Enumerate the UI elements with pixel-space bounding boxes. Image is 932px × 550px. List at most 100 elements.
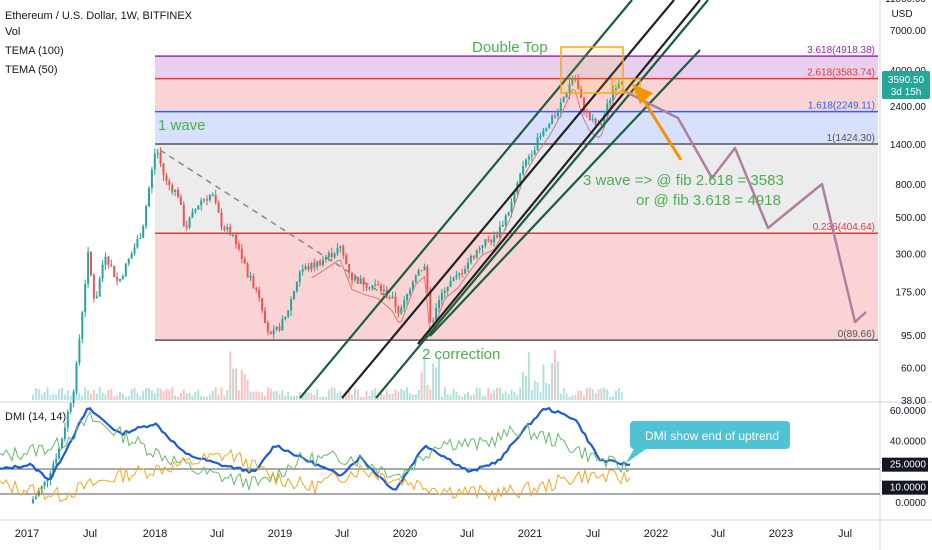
- double-top-label[interactable]: Double Top: [472, 39, 548, 56]
- candle-body: [40, 485, 43, 491]
- dmi-tick: 40.0000: [890, 437, 927, 448]
- volume-bar: [536, 382, 539, 400]
- volume-bar: [98, 387, 101, 400]
- candle-body: [261, 297, 264, 311]
- fib-retracement[interactable]: 3.618(4918.38) 2.618(3583.74) 1.618(2249.1…: [155, 45, 878, 341]
- candle-body: [438, 300, 440, 309]
- candle-body: [568, 84, 571, 94]
- candle-body: [159, 152, 162, 164]
- volume-bar: [92, 389, 95, 400]
- dmi-title[interactable]: DMI (14, 14): [5, 411, 66, 423]
- volume-bar: [513, 391, 516, 400]
- volume-bar: [246, 379, 249, 400]
- volume-bar: [142, 390, 145, 400]
- projection-path[interactable]: [621, 88, 867, 324]
- volume-bar: [34, 388, 37, 400]
- volume-bar: [571, 395, 574, 400]
- volume-bar: [603, 387, 606, 400]
- wave3-label-line2[interactable]: or @ fib 3.618 = 4918: [636, 192, 781, 209]
- time-tick: Jul: [210, 528, 224, 540]
- volume-bar: [435, 367, 438, 400]
- wave3-label-line1[interactable]: 3 wave => @ fib 2.618 = 3583: [583, 172, 784, 189]
- candle-body: [545, 128, 548, 131]
- trend-line[interactable]: [341, 0, 675, 399]
- volume-bar: [220, 387, 223, 400]
- trend-channels[interactable]: [299, 0, 709, 399]
- volume-bar: [174, 395, 177, 400]
- double-top-box[interactable]: [560, 46, 624, 94]
- volume-bar: [585, 388, 588, 400]
- candle-body: [278, 326, 281, 331]
- price-tick: 175.00: [895, 288, 926, 299]
- candle-body: [139, 238, 142, 240]
- price-axis[interactable]: USD 11000.007000.004000.002400.001400.00…: [885, 0, 926, 407]
- volume-bar: [583, 395, 585, 400]
- volume-bar: [455, 391, 458, 400]
- volume-bar: [307, 392, 310, 400]
- trend-line[interactable]: [429, 49, 701, 337]
- volume-bar: [545, 383, 548, 400]
- indicator-vol-label[interactable]: Vol: [5, 26, 20, 38]
- candle-body: [208, 195, 211, 201]
- candle-body: [113, 265, 116, 278]
- volume-bar: [362, 396, 365, 400]
- candle-body: [574, 78, 577, 80]
- dmi-callout-bubble[interactable]: [626, 421, 790, 463]
- volume-bar: [191, 395, 194, 400]
- volume-bar: [208, 394, 211, 400]
- candle-body: [432, 320, 435, 322]
- volume-bar: [153, 392, 156, 400]
- candle-body: [536, 137, 539, 151]
- decline-dashed-line[interactable]: [159, 149, 387, 297]
- volume-bar: [411, 394, 414, 400]
- dmi-lines: [0, 406, 631, 503]
- candle-body: [133, 247, 136, 254]
- volume-bar: [533, 380, 536, 400]
- candle-body: [348, 263, 351, 273]
- volume-bar: [359, 396, 362, 400]
- candle-body: [293, 291, 295, 300]
- trend-line[interactable]: [299, 0, 633, 399]
- candle-body: [191, 211, 194, 218]
- trend-line[interactable]: [417, 0, 701, 345]
- candle-body: [87, 251, 90, 284]
- indicator-tema50-label[interactable]: TEMA (50): [5, 64, 58, 76]
- volume-bar: [197, 389, 200, 400]
- volume-bar: [101, 392, 104, 400]
- volume-bar: [333, 387, 336, 400]
- time-axis[interactable]: 2017 Jul 2018 Jul 2019 Jul 2020 Jul 2021 Jul 2022 J…: [15, 528, 852, 540]
- volume-bar: [612, 396, 614, 400]
- candle-body: [298, 271, 301, 282]
- top-target-box[interactable]: [611, 78, 641, 94]
- candle-body: [226, 227, 229, 230]
- fib-level-label: 1.618(2249.11): [808, 101, 875, 112]
- volume-bar: [200, 395, 203, 400]
- price-tick: 800.00: [895, 180, 926, 191]
- candle-body: [519, 174, 522, 184]
- candle-body: [153, 153, 156, 170]
- volume-bar: [498, 387, 501, 400]
- di-plus-line: [0, 411, 631, 491]
- indicator-tema100-label[interactable]: TEMA (100): [5, 45, 64, 57]
- wave1-label[interactable]: 1 wave: [158, 117, 206, 134]
- time-tick: Jul: [586, 528, 600, 540]
- correction-label[interactable]: 2 correction: [422, 346, 500, 363]
- candle-body: [304, 266, 307, 270]
- candle-body: [359, 278, 362, 284]
- time-tick: 2020: [393, 528, 417, 540]
- candle-body: [490, 240, 493, 243]
- candle-body: [104, 256, 107, 265]
- candle-body: [539, 135, 542, 138]
- volume-bar: [469, 395, 472, 400]
- volume-bar: [417, 390, 420, 400]
- candle-body: [66, 411, 69, 428]
- candle-body: [177, 189, 179, 197]
- volume-bar: [182, 389, 185, 400]
- trend-line[interactable]: [375, 0, 709, 399]
- candle-body: [551, 115, 554, 124]
- candle-body: [469, 255, 472, 263]
- price-tick: 1400.00: [890, 140, 927, 151]
- fib-level-label: 3.618(4918.38): [807, 45, 875, 56]
- volume-bar: [562, 388, 565, 400]
